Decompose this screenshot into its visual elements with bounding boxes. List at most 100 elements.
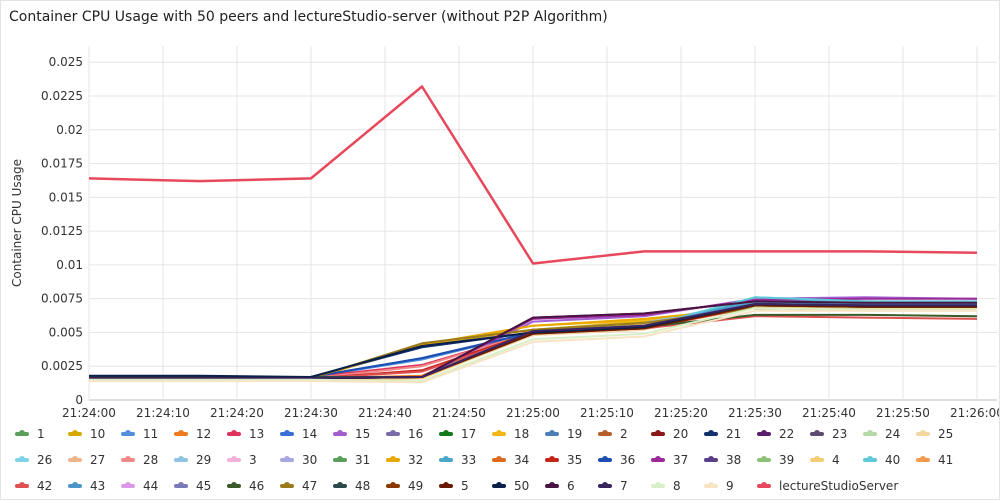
legend-swatch [15, 456, 29, 462]
legend-item[interactable]: 35 [545, 451, 582, 469]
legend-item[interactable]: 2 [598, 425, 628, 443]
legend-swatch [386, 456, 400, 462]
x-tick-label: 21:24:00 [62, 406, 116, 420]
series-group [89, 85, 978, 384]
legend-label: 23 [832, 427, 848, 441]
legend-item[interactable]: 10 [68, 425, 105, 443]
legend-item[interactable]: 11 [121, 425, 158, 443]
legend-item[interactable]: 42 [15, 477, 52, 495]
x-tick-label: 21:24:30 [284, 406, 338, 420]
legend-item[interactable]: 8 [651, 477, 681, 495]
legend-item[interactable]: 25 [916, 425, 953, 443]
legend-item[interactable]: 15 [333, 425, 370, 443]
legend-item[interactable]: 23 [810, 425, 847, 443]
legend-item[interactable]: 29 [174, 451, 211, 469]
legend-swatch [651, 456, 665, 462]
legend-swatch [121, 430, 135, 436]
legend-item[interactable]: 39 [757, 451, 794, 469]
legend-item[interactable]: 36 [598, 451, 635, 469]
legend-label: 20 [673, 427, 689, 441]
legend-item[interactable]: 17 [439, 425, 476, 443]
legend-item[interactable]: 18 [492, 425, 529, 443]
legend: 1 10 11 12 13 14 15 16 17 18 19 2 20 21 22 23 24 25 26 27 28… [15, 425, 995, 503]
legend-swatch [810, 456, 824, 462]
legend-item[interactable]: 19 [545, 425, 582, 443]
legend-item[interactable]: 13 [227, 425, 264, 443]
legend-label: 15 [355, 427, 371, 441]
legend-item[interactable]: 21 [704, 425, 741, 443]
x-tick-label: 21:25:10 [580, 406, 634, 420]
legend-item[interactable]: 32 [386, 451, 423, 469]
series-line-9 [89, 309, 977, 384]
legend-swatch [704, 482, 718, 488]
legend-item[interactable]: 5 [439, 477, 469, 495]
legend-item[interactable]: 24 [863, 425, 900, 443]
x-tick-label: 21:24:40 [358, 406, 412, 420]
legend-item[interactable]: 16 [386, 425, 423, 443]
legend-item[interactable]: 50 [492, 477, 529, 495]
legend-item[interactable]: 1 [15, 425, 45, 443]
legend-item[interactable]: 48 [333, 477, 370, 495]
y-tick-label: 0.005 [49, 325, 83, 339]
legend-item[interactable]: 4 [810, 451, 840, 469]
legend-item[interactable]: 6 [545, 477, 575, 495]
legend-item[interactable]: 14 [280, 425, 317, 443]
legend-item[interactable]: 49 [386, 477, 423, 495]
legend-item[interactable]: 22 [757, 425, 794, 443]
legend-item[interactable]: 3 [227, 451, 257, 469]
legend-swatch [492, 456, 506, 462]
legend-item[interactable]: 12 [174, 425, 211, 443]
x-tick-label: 21:25:40 [802, 406, 856, 420]
legend-label: 42 [37, 479, 53, 493]
legend-item[interactable]: 33 [439, 451, 476, 469]
legend-swatch [545, 430, 559, 436]
legend-item[interactable]: 47 [280, 477, 317, 495]
legend-item[interactable]: 45 [174, 477, 211, 495]
legend-swatch [598, 482, 612, 488]
legend-swatch [333, 456, 347, 462]
series-line-7 [89, 303, 977, 380]
legend-swatch [439, 456, 453, 462]
legend-item[interactable]: 40 [863, 451, 900, 469]
legend-item[interactable]: 46 [227, 477, 264, 495]
legend-swatch [492, 430, 506, 436]
series-line-8 [89, 307, 977, 383]
legend-swatch [757, 456, 771, 462]
legend-item[interactable]: 7 [598, 477, 628, 495]
legend-swatch [439, 482, 453, 488]
legend-swatch [545, 456, 559, 462]
legend-label: 8 [673, 479, 681, 493]
legend-item[interactable]: lectureStudioServer [757, 477, 898, 495]
legend-item[interactable]: 31 [333, 451, 370, 469]
legend-swatch [174, 430, 188, 436]
y-tick-label: 0.015 [49, 190, 83, 204]
x-tick-label: 21:25:30 [728, 406, 782, 420]
legend-item[interactable]: 44 [121, 477, 158, 495]
legend-swatch [757, 482, 771, 488]
legend-label: 10 [90, 427, 106, 441]
legend-item[interactable]: 20 [651, 425, 688, 443]
x-tick-label: 21:25:50 [876, 406, 930, 420]
legend-item[interactable]: 26 [15, 451, 52, 469]
legend-swatch [386, 482, 400, 488]
legend-item[interactable]: 34 [492, 451, 529, 469]
legend-item[interactable]: 38 [704, 451, 741, 469]
legend-swatch [545, 482, 559, 488]
y-tick-label: 0.0025 [41, 359, 83, 373]
legend-item[interactable]: 28 [121, 451, 158, 469]
legend-swatch [68, 482, 82, 488]
legend-label: 44 [143, 479, 159, 493]
legend-item[interactable]: 9 [704, 477, 734, 495]
legend-item[interactable]: 30 [280, 451, 317, 469]
legend-item[interactable]: 41 [916, 451, 953, 469]
legend-swatch [333, 482, 347, 488]
legend-swatch [757, 430, 771, 436]
legend-label: 41 [938, 453, 954, 467]
legend-label: 24 [885, 427, 901, 441]
legend-item[interactable]: 43 [68, 477, 105, 495]
legend-label: 37 [673, 453, 689, 467]
legend-swatch [121, 482, 135, 488]
legend-swatch [68, 456, 82, 462]
legend-item[interactable]: 37 [651, 451, 688, 469]
legend-item[interactable]: 27 [68, 451, 105, 469]
